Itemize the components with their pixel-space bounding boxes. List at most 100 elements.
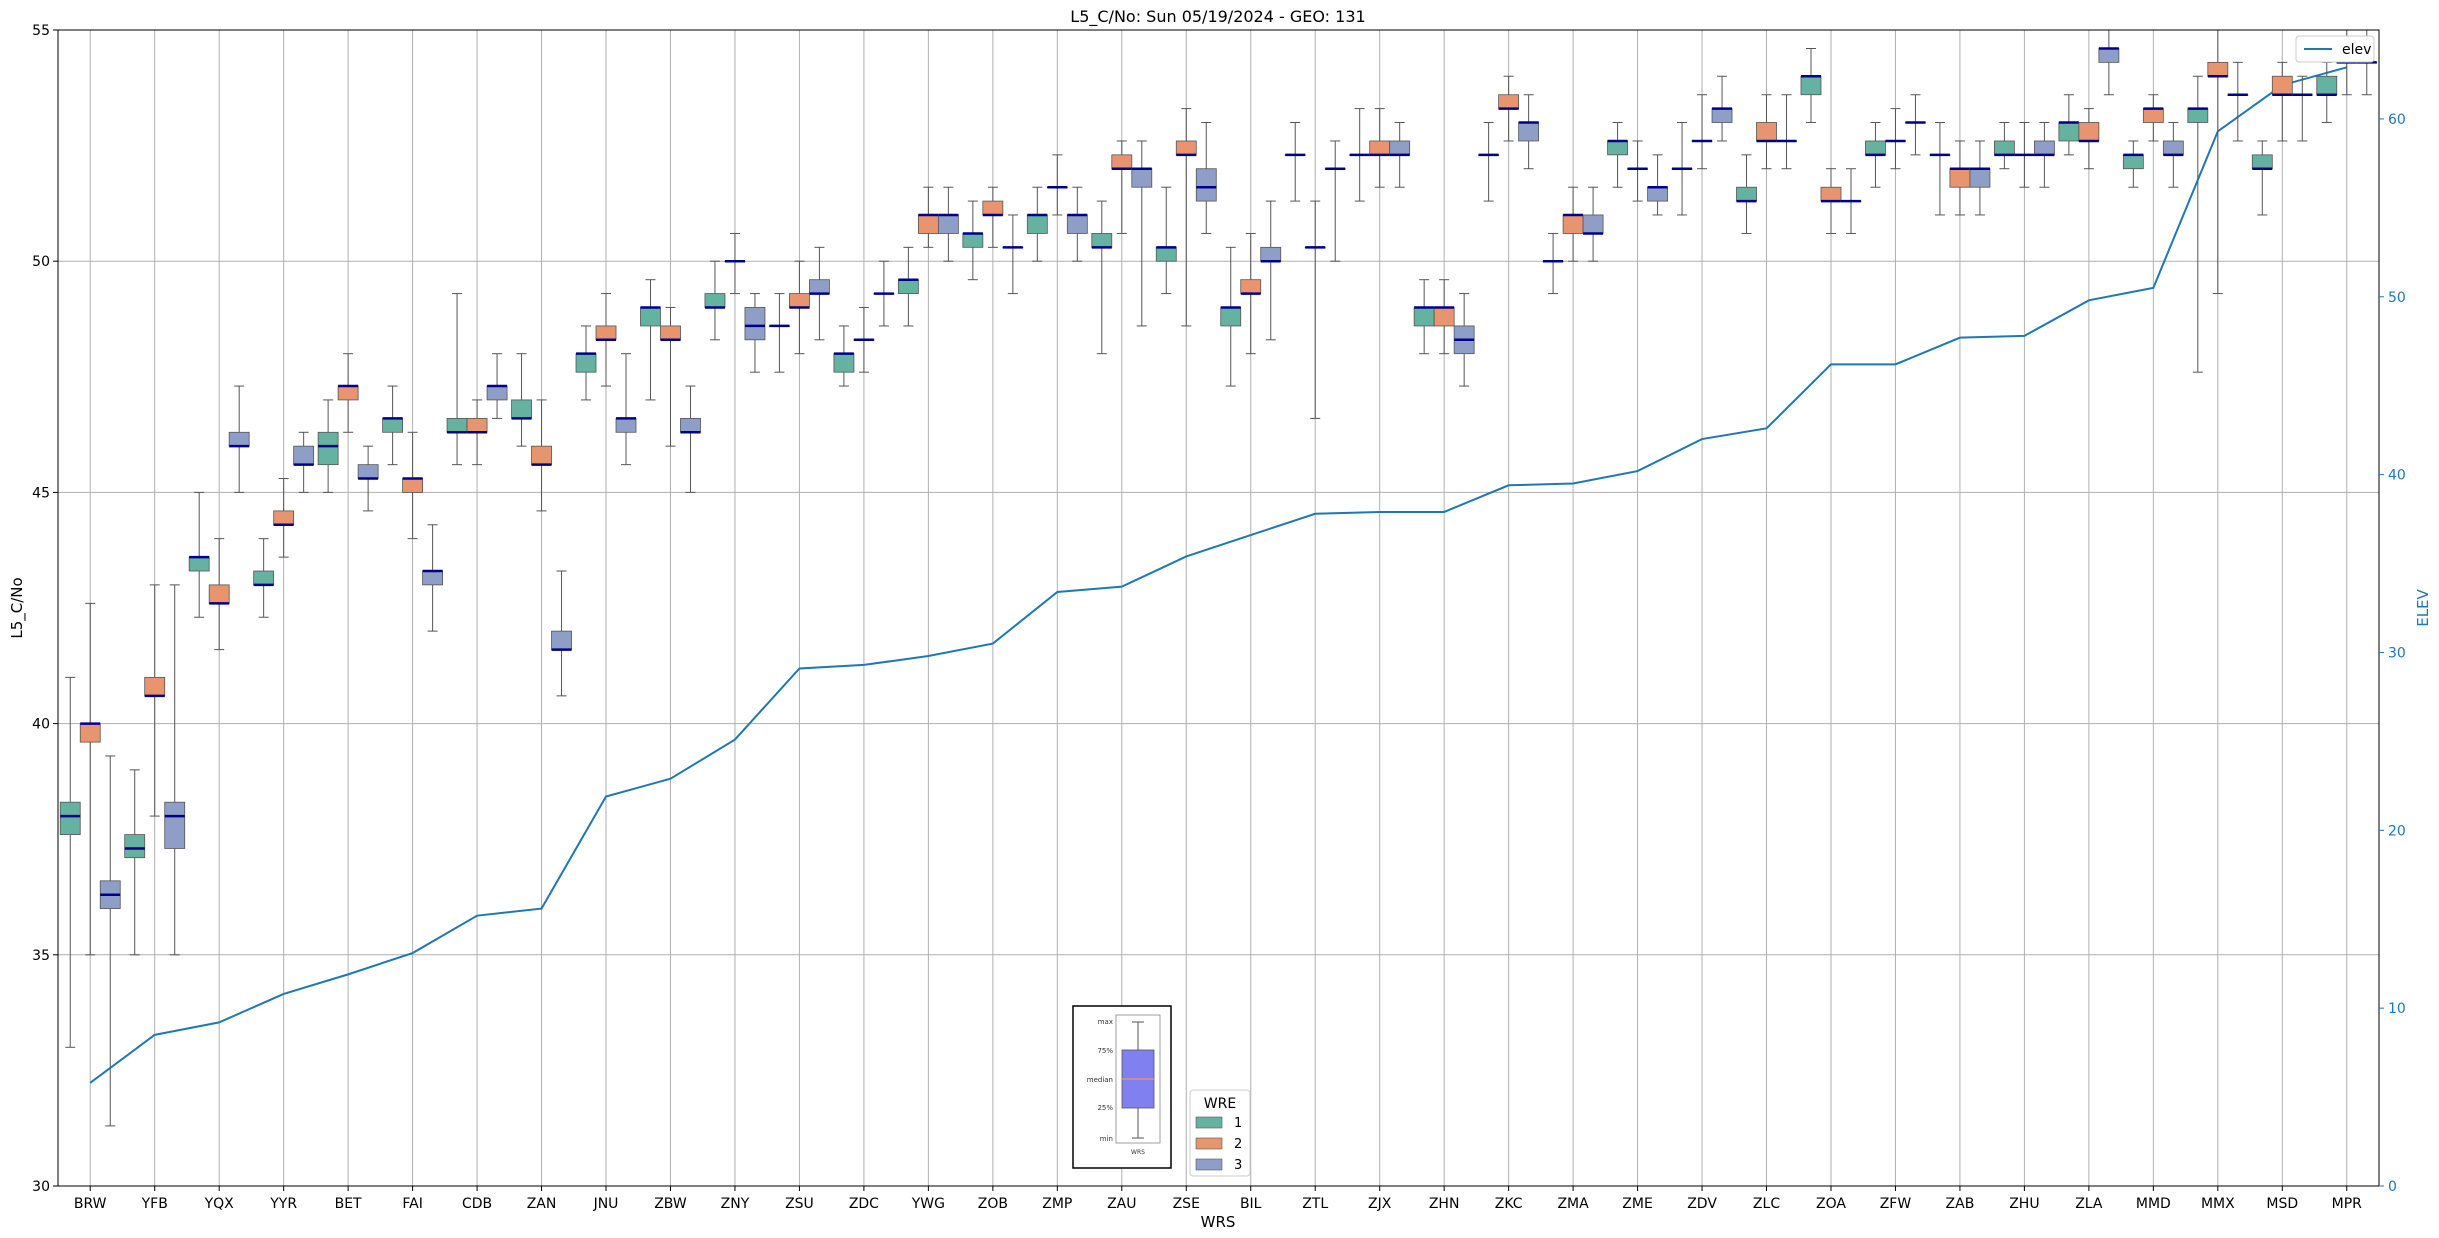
box-iqr — [1413, 307, 1435, 327]
box-zab-wre1 — [1929, 121, 1951, 216]
y2-tick-label: 30 — [2388, 645, 2406, 661]
wre-legend-title: WRE — [1204, 1096, 1236, 1112]
box-yfb-wre2 — [144, 584, 166, 817]
key-label-min: min — [1100, 1135, 1113, 1143]
box-iqr — [2142, 108, 2164, 123]
key-label-median: median — [1087, 1076, 1113, 1084]
box-zmp-wre3 — [1066, 186, 1088, 262]
x-tick-label: ZDV — [1687, 1196, 1717, 1212]
box-iqr — [2187, 108, 2209, 123]
box-iqr — [704, 293, 726, 308]
box-iqr — [1026, 214, 1048, 234]
box-brw-wre2 — [79, 602, 101, 956]
box-msd-wre3 — [2291, 75, 2313, 142]
x-tick-label: JNU — [593, 1196, 619, 1212]
box-iqr — [2207, 61, 2229, 77]
box-zse-wre2 — [1175, 108, 1197, 327]
elevation-series — [89, 66, 2348, 1084]
key-label-x: WRS — [1131, 1149, 1145, 1156]
box-iqr — [253, 570, 275, 586]
box-iqr — [1220, 307, 1242, 327]
box-zhu-wre3 — [2034, 121, 2055, 188]
box-iqr — [1800, 75, 1822, 96]
box-zob-wre1 — [962, 200, 984, 281]
box-iqr — [809, 279, 830, 294]
box-series — [59, 30, 2378, 1127]
x-tick-label: ZLC — [1753, 1196, 1780, 1212]
box-mmx-wre3 — [2227, 61, 2249, 142]
box-zse-wre1 — [1155, 186, 1177, 295]
box-iqr — [228, 431, 250, 447]
y-tick-label: 35 — [32, 948, 50, 964]
box-zfw-wre3 — [1905, 94, 1926, 156]
box-zhn-wre2 — [1433, 279, 1455, 355]
x-tick-label: ZHU — [2009, 1196, 2039, 1212]
box-zkc-wre2 — [1498, 75, 1520, 142]
box-iqr — [660, 325, 681, 341]
x-tick-label: ZKC — [1495, 1196, 1523, 1212]
box-zny-wre1 — [704, 260, 726, 341]
box-jnu-wre1 — [575, 325, 597, 401]
box-iqr — [1820, 186, 1842, 202]
box-iqr — [486, 385, 508, 401]
box-iqr — [1518, 122, 1540, 142]
box-iqr — [962, 233, 984, 248]
box-cdb-wre1 — [446, 293, 468, 466]
box-iqr — [1433, 307, 1455, 327]
x-tick-label: ZBW — [654, 1196, 687, 1212]
box-zhn-wre1 — [1413, 279, 1435, 355]
y2-tick-label: 40 — [2388, 468, 2406, 484]
box-zab-wre2 — [1949, 140, 1971, 216]
box-ywg-wre3 — [937, 186, 959, 262]
x-tick-label: MSD — [2266, 1196, 2298, 1212]
box-zla-wre2 — [2078, 108, 2100, 170]
x-tick-label: ZOA — [1816, 1196, 1846, 1212]
box-zkc-wre3 — [1518, 94, 1540, 170]
box-iqr — [446, 418, 468, 433]
box-iqr — [531, 445, 552, 466]
box-iqr — [1155, 246, 1177, 262]
box-iqr — [382, 418, 403, 433]
x-tick-label: ZHN — [1429, 1196, 1460, 1212]
box-iqr — [937, 214, 959, 234]
box-zdc-wre1 — [833, 325, 855, 387]
box-mmx-wre1 — [2187, 75, 2209, 373]
y2-axis-ticks: 0 10 20 30 40 50 60 — [2379, 112, 2406, 1195]
box-mmx-wre2 — [2207, 30, 2229, 295]
box-bet-wre1 — [317, 399, 339, 493]
box-iqr — [124, 834, 146, 859]
wre-legend-swatch-2 — [1195, 1137, 1223, 1150]
box-iqr — [1865, 140, 1886, 156]
box-zse-wre3 — [1195, 121, 1217, 234]
x-tick-label: YFB — [141, 1196, 168, 1212]
box-iqr — [2034, 140, 2055, 156]
box-iqr — [422, 570, 443, 586]
box-iqr — [1756, 122, 1777, 142]
box-iqr — [2271, 75, 2293, 96]
box-iqr — [1994, 140, 2015, 156]
box-bet-wre2 — [337, 353, 359, 433]
chart-title: L5_C/No: Sun 05/19/2024 - GEO: 131 — [1070, 7, 1365, 27]
box-zdc-wre2 — [853, 306, 875, 373]
x-tick-label: ZAU — [1107, 1196, 1136, 1212]
box-iqr — [1389, 140, 1411, 156]
x-tick-label: FAI — [402, 1196, 422, 1212]
box-yqx-wre2 — [208, 538, 230, 651]
box-zme-wre3 — [1647, 154, 1668, 216]
y-tick-label: 55 — [32, 23, 50, 39]
wre-legend-label-1: 1 — [1234, 1116, 1242, 1131]
box-zbw-wre3 — [680, 385, 701, 493]
box-msd-wre1 — [2251, 140, 2273, 216]
box-zau-wre3 — [1131, 140, 1153, 327]
wre-legend-swatch-3 — [1195, 1158, 1223, 1171]
y-tick-label: 30 — [32, 1179, 50, 1195]
box-iqr — [1195, 168, 1217, 202]
box-zau-wre1 — [1091, 200, 1113, 355]
y2-tick-label: 0 — [2388, 1179, 2397, 1195]
box-zoa-wre1 — [1800, 47, 1822, 123]
box-zlc-wre1 — [1736, 154, 1757, 234]
box-ywg-wre1 — [897, 246, 919, 327]
box-zfw-wre1 — [1865, 121, 1886, 188]
box-zlc-wre2 — [1756, 94, 1777, 170]
box-zan-wre1 — [511, 353, 532, 447]
